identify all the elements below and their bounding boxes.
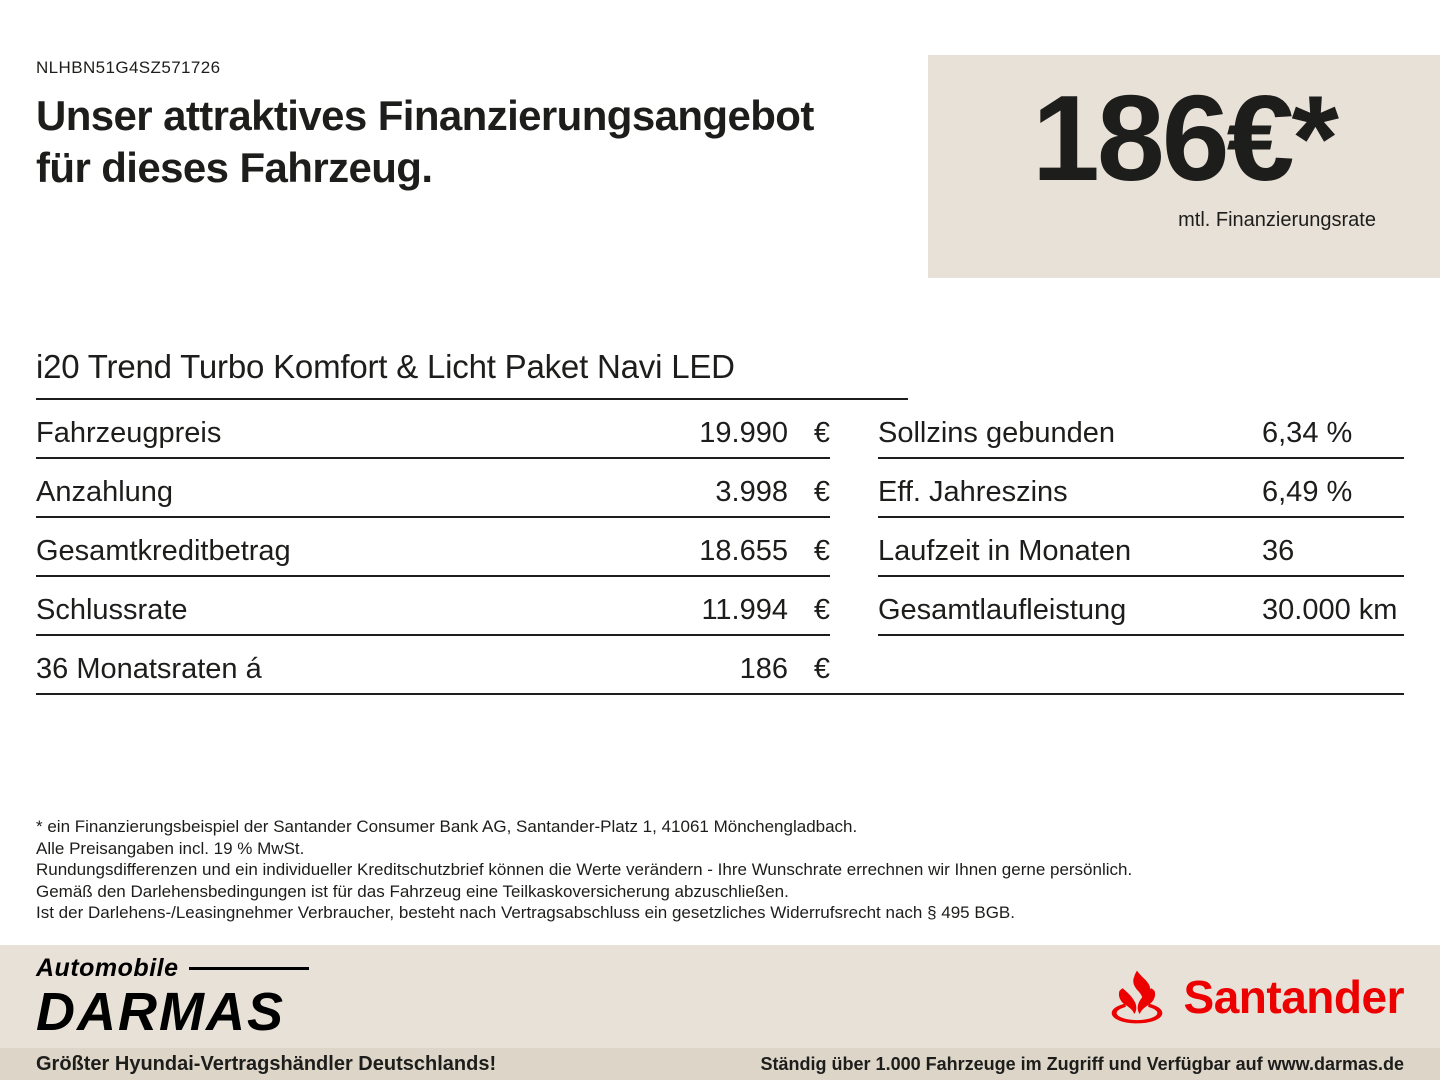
finance-label: Gesamtlaufleistung <box>878 594 1127 626</box>
finance-label: Laufzeit in Monaten <box>878 535 1132 567</box>
footnote-line: * ein Finanzierungsbeispiel der Santande… <box>36 817 858 836</box>
finance-label: Schlussrate <box>36 594 188 626</box>
darmas-logo-rule <box>188 967 309 970</box>
santander-flame-icon <box>1111 970 1162 1023</box>
finance-label: Eff. Jahreszins <box>878 476 1068 508</box>
monthly-rate-box: 186€* mtl. Finanzierungsrate <box>928 55 1440 278</box>
darmas-logo: Automobile DARMAS <box>36 954 309 1039</box>
page-title-line1: Unser attraktives Finanzierungsangebot <box>36 92 814 139</box>
finance-value: 11.994 <box>701 594 788 626</box>
currency-unit: € <box>813 535 830 567</box>
finance-table: Fahrzeugpreis 19.990 € Anzahlung 3.998 €… <box>36 400 1404 636</box>
legal-footnotes: * ein Finanzierungsbeispiel der Santande… <box>36 816 1404 924</box>
finance-value: 36 <box>1262 535 1295 567</box>
finance-value: 3.998 <box>715 476 788 508</box>
monthly-rate-value: 186€* <box>1032 70 1339 206</box>
currency-unit: € <box>813 476 830 508</box>
finance-label: Fahrzeugpreis <box>36 417 222 449</box>
finance-row-anzahlung: Anzahlung 3.998 € <box>36 459 830 518</box>
footer-tagline-bar: Größter Hyundai-Vertragshändler Deutschl… <box>0 1048 1440 1080</box>
footer-logo-bar: Automobile DARMAS Santander <box>0 945 1440 1048</box>
finance-row-laufzeit: Laufzeit in Monaten 36 <box>878 518 1404 577</box>
footnote-line: Alle Preisangaben incl. 19 % MwSt. <box>36 838 305 858</box>
finance-row-schlussrate: Schlussrate 11.994 € <box>36 577 830 636</box>
finance-label: Sollzins gebunden <box>878 417 1116 449</box>
vin-number: NLHBN51G4SZ571726 <box>36 58 221 77</box>
currency-unit: € <box>813 653 830 685</box>
finance-row-gesamtkreditbetrag: Gesamtkreditbetrag 18.655 € <box>36 518 830 577</box>
finance-value: 19.990 <box>699 417 788 449</box>
finance-row-gesamtlaufleistung: Gesamtlaufleistung 30.000 km <box>878 577 1404 636</box>
footnote-line: Gemäß den Darlehensbedingungen ist für d… <box>36 881 789 901</box>
finance-table-right-column: Sollzins gebunden 6,34 % Eff. Jahreszins… <box>878 400 1404 636</box>
currency-unit: € <box>813 594 830 626</box>
finance-value: 18.655 <box>699 535 788 567</box>
finance-row-monatsraten: 36 Monatsraten á 186 € <box>36 636 1404 695</box>
currency-unit: € <box>813 417 830 449</box>
finance-row-sollzins: Sollzins gebunden 6,34 % <box>878 400 1404 459</box>
santander-wordmark: Santander <box>1183 970 1405 1023</box>
finance-label: 36 Monatsraten á <box>36 653 262 685</box>
finance-value: 30.000 km <box>1262 594 1398 626</box>
finance-row-jahreszins: Eff. Jahreszins 6,49 % <box>878 459 1404 518</box>
finance-section: i20 Trend Turbo Komfort & Licht Paket Na… <box>36 348 1404 695</box>
monthly-rate-label: mtl. Finanzierungsrate <box>1178 209 1376 231</box>
finance-label: Gesamtkreditbetrag <box>36 535 291 567</box>
darmas-logo-top: Automobile <box>36 954 309 983</box>
finance-row-monatsraten-content: 36 Monatsraten á 186 € <box>36 653 830 686</box>
footer: Automobile DARMAS Santander Größter Hyun… <box>0 945 1440 1080</box>
finance-value: 6,34 % <box>1262 417 1353 449</box>
darmas-logo-automobile: Automobile <box>36 954 179 982</box>
vehicle-title: i20 Trend Turbo Komfort & Licht Paket Na… <box>36 348 908 400</box>
page-title-line2: für dieses Fahrzeug. <box>36 144 433 192</box>
footnote-line: Ist der Darlehens-/Leasingnehmer Verbrau… <box>36 903 1015 922</box>
page-title: Unser attraktives Finanzierungsangebot f… <box>36 90 814 194</box>
footnote-line: Rundungsdifferenzen und ein individuelle… <box>36 860 1133 879</box>
santander-logo: Santander <box>1104 969 1405 1025</box>
finance-value: 186 <box>739 653 788 685</box>
finance-label: Anzahlung <box>36 476 174 508</box>
availability-tagline: Ständig über 1.000 Fahrzeuge im Zugriff … <box>760 1053 1404 1074</box>
darmas-logo-wordmark: DARMAS <box>36 982 285 1042</box>
dealer-tagline: Größter Hyundai-Vertragshändler Deutschl… <box>36 1052 497 1075</box>
finance-row-fahrzeugpreis: Fahrzeugpreis 19.990 € <box>36 400 830 459</box>
finance-value: 6,49 % <box>1262 476 1353 508</box>
finance-table-left-column: Fahrzeugpreis 19.990 € Anzahlung 3.998 €… <box>36 400 830 636</box>
